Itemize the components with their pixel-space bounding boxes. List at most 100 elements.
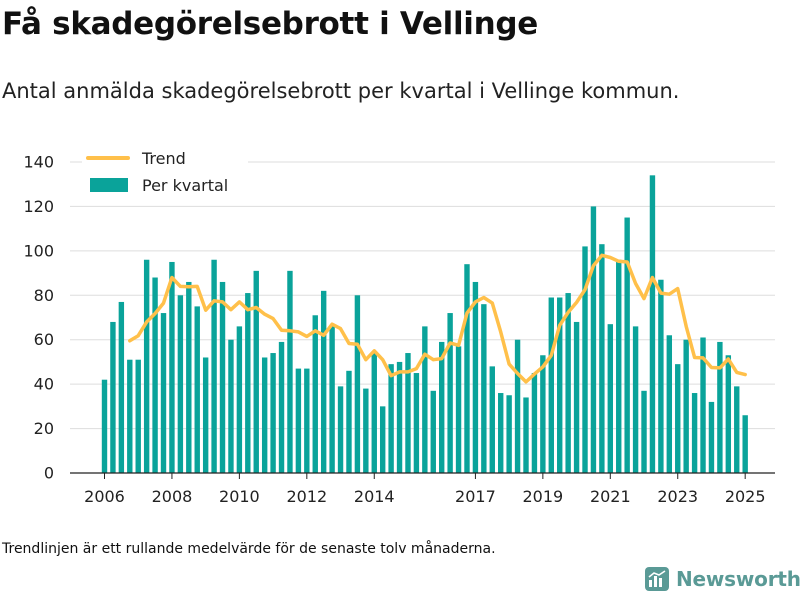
bar [700,337,706,473]
brand-name: Newsworthy [676,567,800,591]
x-axis-ticks: 2006 2008 2010 2012 2014 2017 2019 2021 2023 2025 [84,473,766,506]
bar [573,321,580,473]
bar [186,281,192,473]
bar [219,281,226,473]
bar [295,368,302,473]
bar [531,373,538,473]
bar [127,359,133,473]
bar [287,270,293,473]
bar [270,353,276,473]
y-tick-label: 120 [23,197,54,216]
y-tick-label: 60 [34,330,54,349]
bar [624,217,630,473]
bar [236,326,243,473]
y-tick-label: 140 [23,153,54,172]
bar [632,326,639,473]
page-title: Få skadegörelsebrott i Vellinge [2,6,538,42]
bar [565,293,571,473]
bar [379,406,386,473]
bar [734,386,740,473]
bar [169,261,175,473]
bar [691,393,698,473]
bar [346,370,352,473]
footnote: Trendlinjen är ett rullande medelvärde f… [2,541,496,557]
bar [160,313,167,473]
y-tick-label: 20 [34,419,54,438]
trend-series [128,253,747,384]
bar [439,341,445,473]
bar [557,297,563,473]
bar [616,259,622,473]
x-tick-label: 2006 [84,487,125,506]
bar [472,281,479,473]
bar [320,290,327,473]
bar [447,313,453,473]
bar [228,339,234,473]
bar [506,395,512,473]
bar [304,368,310,473]
bar [337,386,344,473]
bar [177,295,184,473]
bar [590,206,597,473]
x-tick-label: 2021 [590,487,631,506]
bar [245,293,251,473]
y-tick-label: 0 [44,464,54,483]
bar [135,359,141,473]
x-tick-label: 2019 [523,487,564,506]
bar [455,346,462,473]
bar [683,339,689,473]
bar [388,364,394,473]
y-tick-label: 80 [34,286,54,305]
bar [354,295,361,473]
bar [599,244,605,473]
bar [742,415,748,473]
bar [725,355,732,473]
bar [143,259,150,473]
bar [413,373,420,473]
bar [540,355,546,473]
x-tick-label: 2008 [152,487,193,506]
bar [498,393,504,473]
bar [514,339,521,473]
trend-line [128,253,747,384]
bar [641,390,647,473]
bar [253,270,259,473]
bar [708,401,715,473]
bar [211,259,217,473]
bar [675,364,681,473]
bar [278,341,285,473]
bar [464,264,470,473]
bar [405,353,411,473]
bar [548,297,554,473]
bar [118,301,125,473]
bar [110,321,116,473]
bar [523,397,529,473]
page-subtitle: Antal anmälda skadegörelsebrott per kvar… [2,79,680,103]
brand-logo: Newsworthy [645,567,800,591]
bar [666,335,673,473]
bar-series [101,175,748,474]
x-tick-label: 2010 [219,487,260,506]
bar [329,326,335,473]
bar [261,357,268,473]
newsworthy-chart-icon [645,567,669,591]
legend: Trend Per kvartal [82,146,248,200]
bar [396,361,403,473]
bar [582,246,588,473]
bar [649,175,656,474]
bar [489,366,495,473]
legend-bar-label: Per kvartal [142,176,228,195]
legend-trend-label: Trend [141,149,186,168]
bar [152,277,158,473]
x-tick-label: 2025 [725,487,766,506]
legend-bar-swatch [90,178,128,192]
x-tick-label: 2012 [286,487,327,506]
x-tick-label: 2014 [354,487,395,506]
bar [202,357,209,473]
bar [363,388,369,473]
y-tick-label: 100 [23,241,54,260]
bar [371,353,377,473]
bar [101,379,108,473]
x-tick-label: 2017 [455,487,496,506]
